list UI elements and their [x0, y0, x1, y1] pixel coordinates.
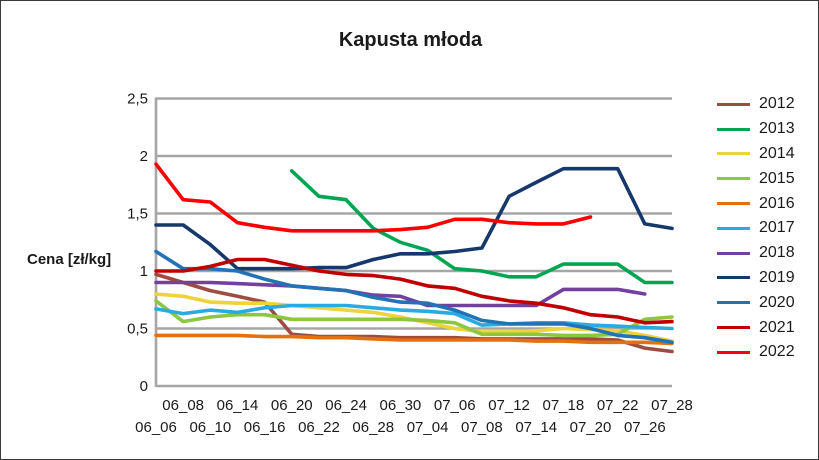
legend-label: 2021 [759, 318, 795, 336]
legend-line-swatch [717, 326, 750, 330]
x-tick-label: 07_22 [597, 397, 639, 414]
chart-legend: 2012 2013 2014 2015 2016 2017 2018 2019 2020 2021… [717, 92, 795, 365]
legend-line-swatch [717, 152, 750, 156]
series-line-2013 [290, 169, 674, 285]
x-tick-label: 06_14 [217, 397, 259, 414]
x-tick-label: 07_12 [488, 397, 530, 414]
x-tick-label: 07_28 [651, 397, 693, 414]
y-axis-title: Cena [zł/kg] [27, 251, 112, 268]
x-tick-label: 06_30 [380, 397, 422, 414]
legend-label: 2012 [759, 95, 795, 113]
x-tick-label: 06_06 [135, 419, 177, 436]
x-tick-label: 07_04 [407, 419, 449, 436]
legend-item-2021: 2021 [717, 315, 795, 340]
y-tick-label: 2,5 [127, 91, 148, 108]
legend-line-swatch [717, 251, 750, 255]
legend-line-swatch [717, 301, 750, 305]
x-tick-label: 07_26 [624, 419, 666, 436]
y-tick-label: 2 [140, 148, 148, 165]
x-tick-label: 06_22 [298, 419, 340, 436]
legend-line-swatch [717, 177, 750, 181]
x-tick-label: 07_14 [515, 419, 557, 436]
series-line-2021 [154, 257, 674, 325]
y-tick-label: 0,5 [127, 321, 148, 338]
legend-item-2012: 2012 [717, 92, 795, 117]
legend-label: 2015 [759, 169, 795, 187]
legend-line-swatch [717, 202, 750, 206]
legend-label: 2020 [759, 293, 795, 311]
legend-line-swatch [717, 276, 750, 280]
series-line-2012 [154, 272, 674, 354]
x-tick-label: 06_28 [352, 419, 394, 436]
y-tick-label: 1 [140, 263, 148, 280]
legend-label: 2019 [759, 268, 795, 286]
legend-label: 2014 [759, 144, 795, 162]
legend-item-2013: 2013 [717, 117, 795, 142]
x-tick-label: 07_20 [570, 419, 612, 436]
legend-item-2015: 2015 [717, 166, 795, 191]
x-tick-label: 06_08 [162, 397, 204, 414]
legend-label: 2013 [759, 120, 795, 138]
series-line-2022 [154, 162, 593, 233]
legend-item-2019: 2019 [717, 266, 795, 291]
y-tick-label: 0 [140, 378, 148, 395]
x-tick-label: 07_08 [461, 419, 503, 436]
legend-item-2022: 2022 [717, 340, 795, 365]
x-tick-label: 06_10 [189, 419, 231, 436]
x-tick-label: 06_20 [271, 397, 313, 414]
legend-item-2017: 2017 [717, 216, 795, 241]
series-line-2020 [154, 249, 674, 345]
legend-item-2020: 2020 [717, 290, 795, 315]
series-line-2015 [154, 299, 674, 338]
legend-label: 2022 [759, 343, 795, 361]
legend-item-2014: 2014 [717, 142, 795, 167]
legend-label: 2016 [759, 194, 795, 212]
legend-line-swatch [717, 350, 750, 354]
legend-label: 2017 [759, 219, 795, 237]
legend-item-2016: 2016 [717, 191, 795, 216]
series-line-2016 [154, 333, 674, 346]
x-tick-label: 06_16 [244, 419, 286, 436]
x-tick-label: 07_18 [543, 397, 585, 414]
legend-item-2018: 2018 [717, 241, 795, 266]
legend-line-swatch [717, 102, 750, 106]
y-tick-label: 1,5 [127, 206, 148, 223]
series-line-2018 [154, 280, 647, 308]
legend-line-swatch [717, 226, 750, 230]
chart-title: Kapusta młoda [338, 29, 483, 51]
series-line-2017 [154, 303, 674, 331]
series-line-2019 [154, 166, 674, 271]
legend-label: 2018 [759, 244, 795, 262]
x-tick-label: 07_06 [434, 397, 476, 414]
legend-line-swatch [717, 127, 750, 131]
x-tick-label: 06_24 [325, 397, 367, 414]
